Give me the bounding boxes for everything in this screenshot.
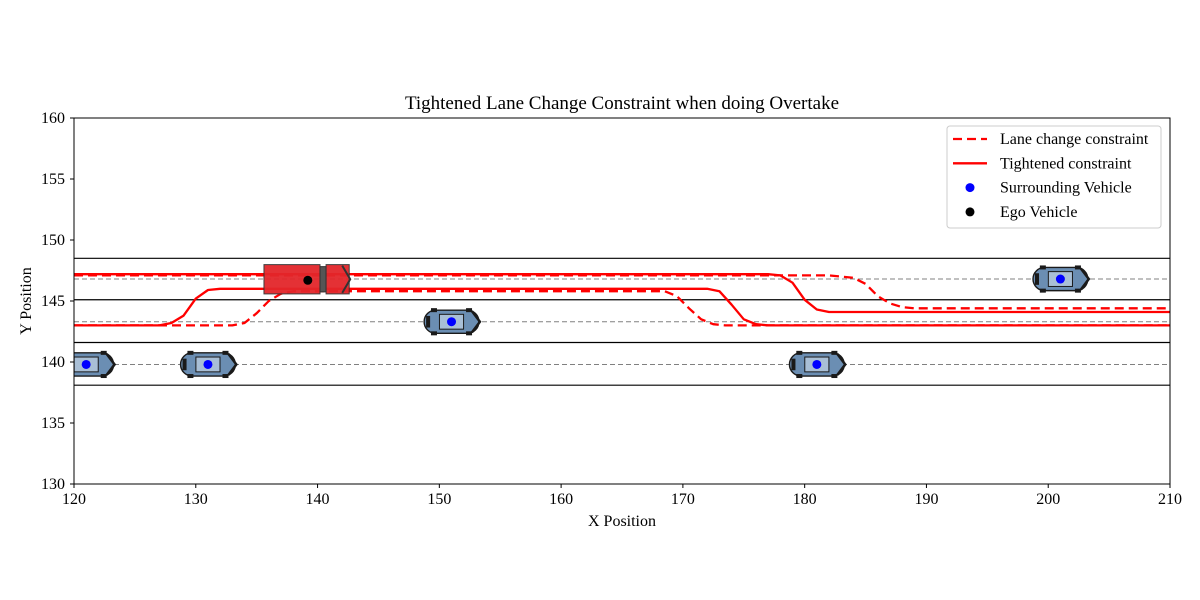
y-tick-label-160: 160: [41, 110, 65, 127]
legend-label-0: Lane change constraint: [1000, 131, 1149, 148]
legend-marker-3: [965, 207, 975, 217]
legend-box: [946, 125, 1162, 229]
x-tick-label-210: 210: [1158, 491, 1182, 508]
ego-vehicle-marker: [303, 275, 313, 285]
x-tick-label-190: 190: [914, 491, 938, 508]
legend-marker-2: [965, 183, 975, 193]
legend-label-3: Ego Vehicle: [1000, 204, 1077, 221]
x-tick-label-150: 150: [427, 491, 451, 508]
x-tick-label-120: 120: [62, 491, 86, 508]
y-tick-label-155: 155: [41, 171, 65, 188]
surrounding-vehicle-marker-1: [203, 359, 213, 369]
ego-vehicle: [263, 264, 352, 295]
chart-title: Tightened Lane Change Constraint when do…: [405, 93, 839, 114]
y-tick-label-150: 150: [41, 232, 65, 249]
x-tick-label-160: 160: [549, 491, 573, 508]
lane-change-constraint-line-1: [74, 290, 1170, 327]
y-tick-label-140: 140: [41, 354, 65, 371]
y-axis-label: Y Position: [18, 267, 35, 334]
tightened-constraint-line-3: [74, 287, 1170, 327]
surrounding-vehicle-marker-2: [447, 317, 457, 327]
tightened-constraint-line-2: [74, 273, 1170, 314]
x-tick-label-170: 170: [671, 491, 695, 508]
legend: Lane change constraint Tightened constrai…: [946, 125, 1162, 229]
y-tick-label-130: 130: [41, 476, 65, 493]
lane-change-constraint-line-0: [74, 274, 1170, 310]
surrounding-vehicle-marker-4: [1055, 274, 1065, 284]
x-tick-label-200: 200: [1036, 491, 1060, 508]
x-axis-label: X Position: [588, 513, 656, 530]
y-tick-label-135: 135: [41, 415, 65, 432]
x-tick-label-130: 130: [184, 491, 208, 508]
x-tick-label-140: 140: [306, 491, 330, 508]
surrounding-vehicle-marker-3: [812, 359, 822, 369]
legend-label-1: Tightened constraint: [1000, 155, 1132, 172]
legend-label-2: Surrounding Vehicle: [1000, 180, 1132, 197]
surrounding-vehicle-marker-0: [81, 359, 91, 369]
y-tick-label-145: 145: [41, 293, 65, 310]
x-tick-label-180: 180: [793, 491, 817, 508]
